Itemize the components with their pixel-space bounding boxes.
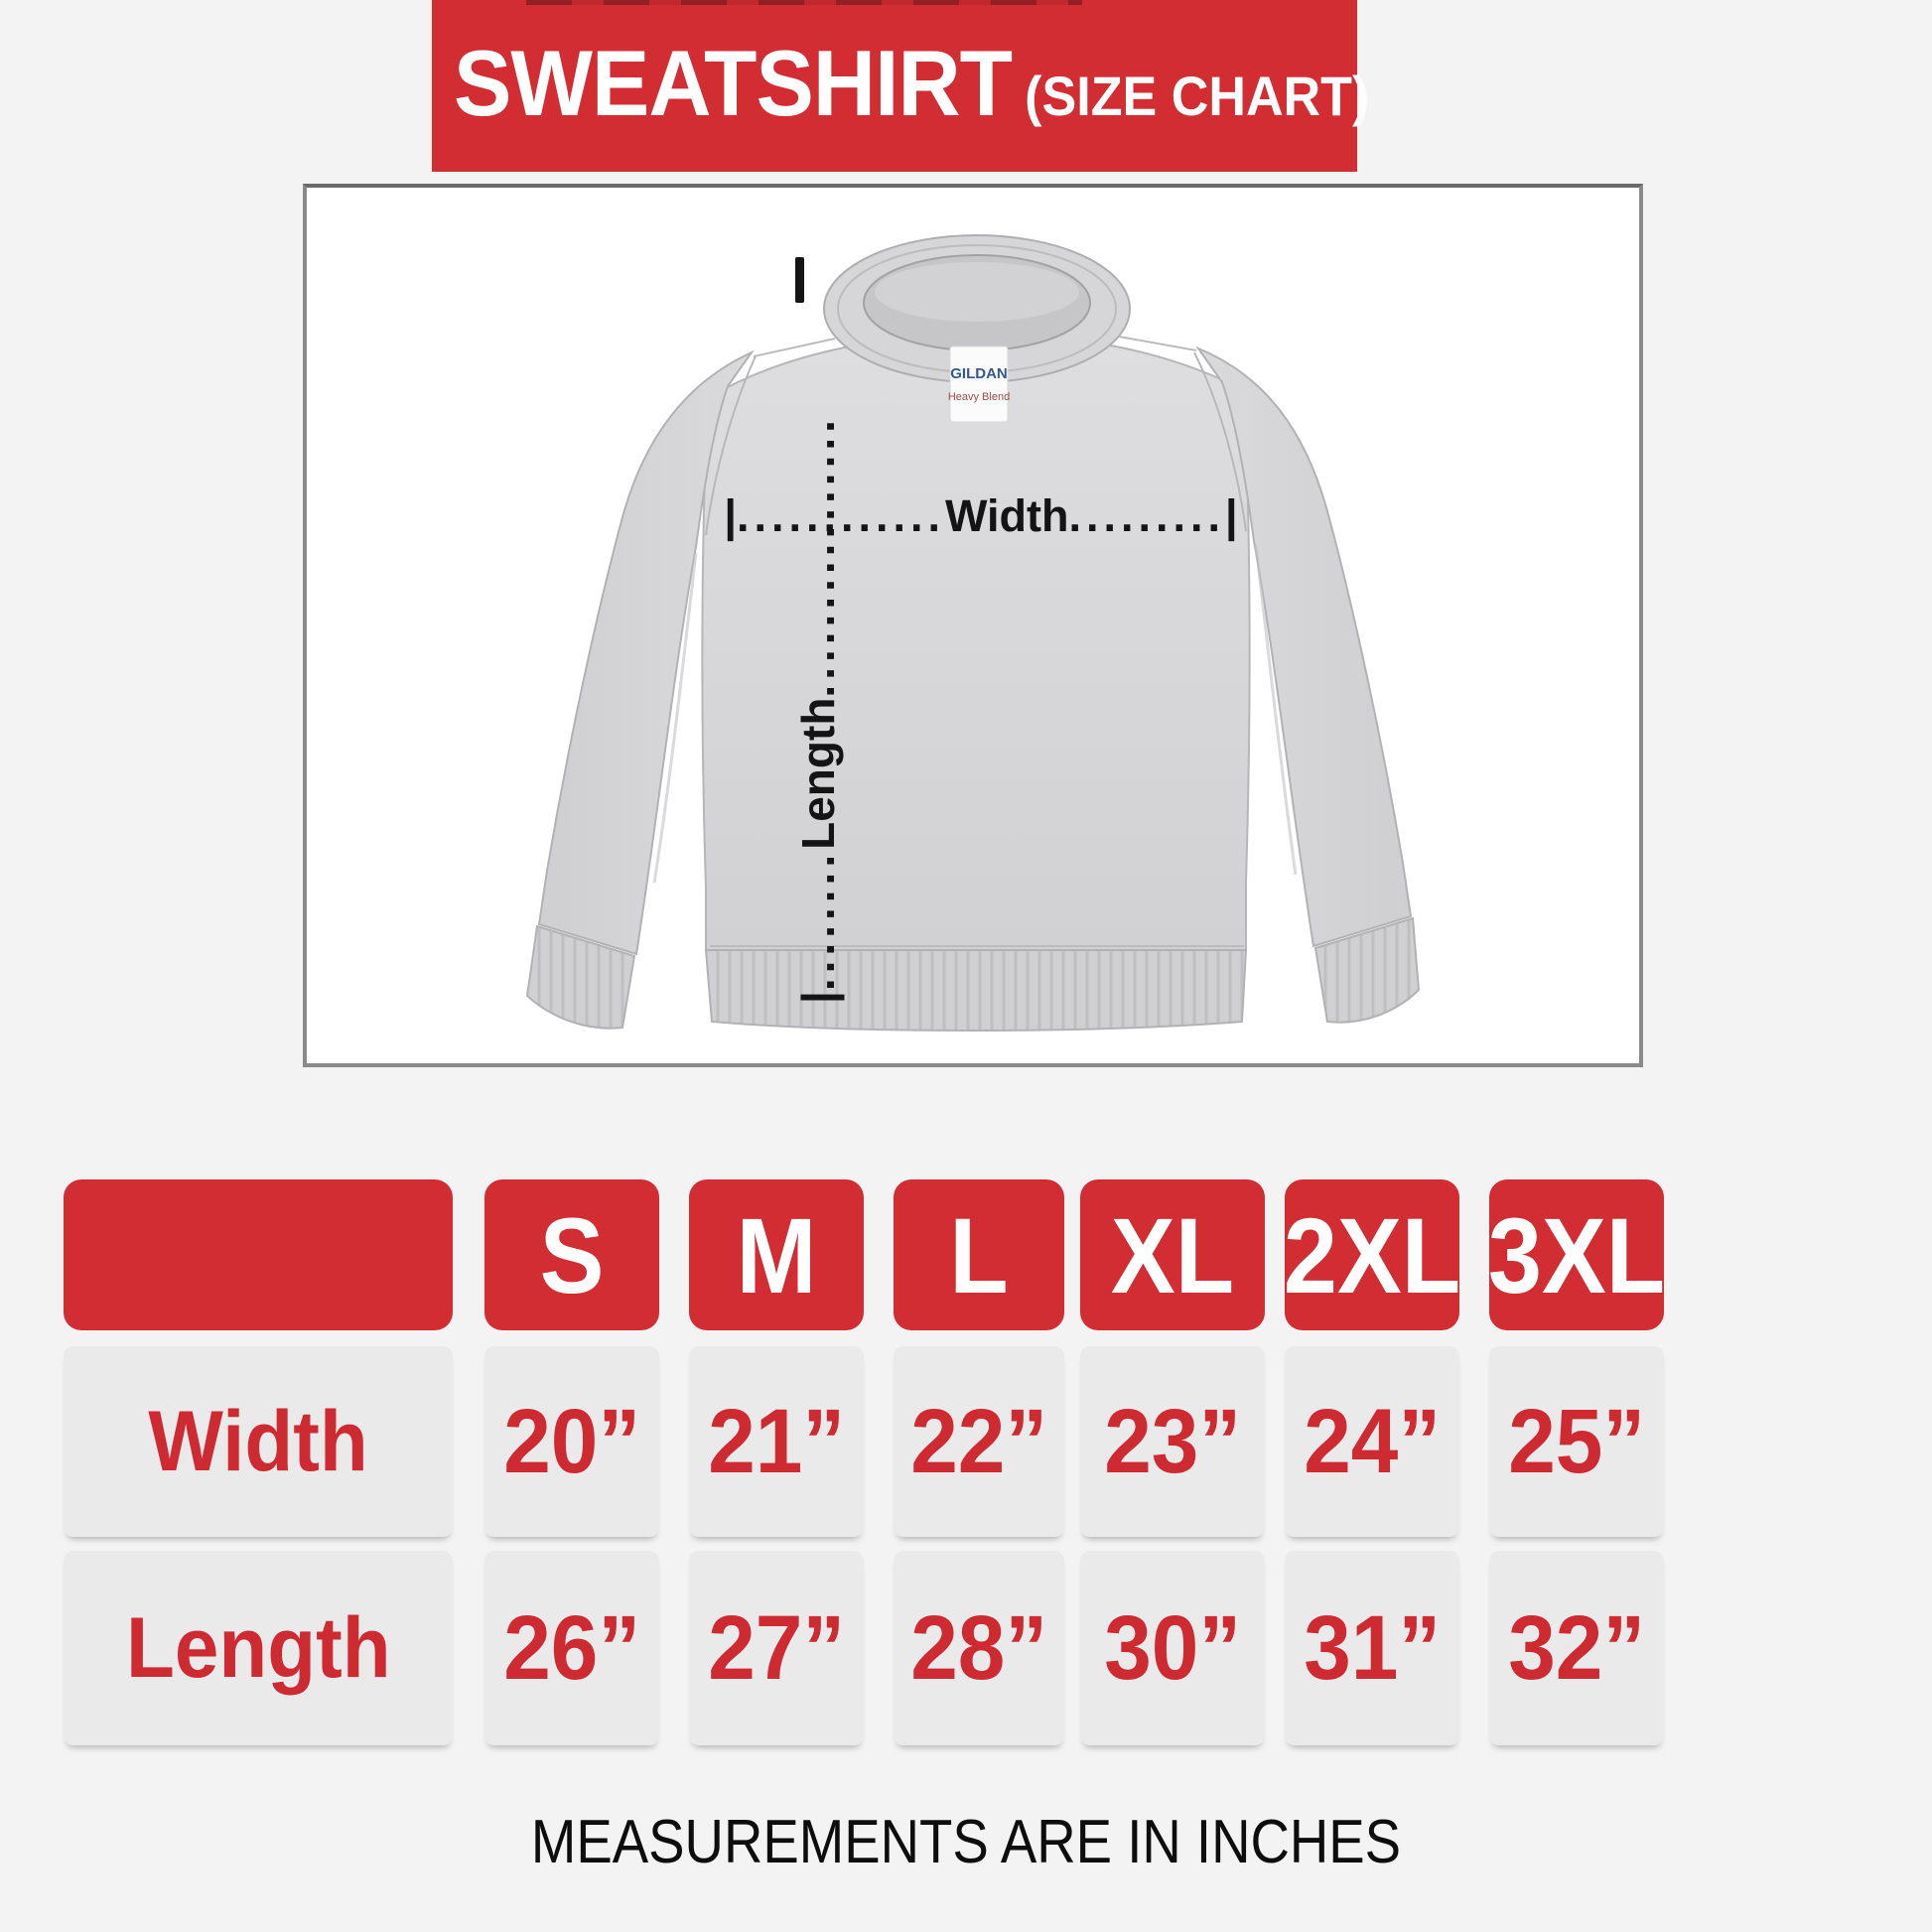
- sweatshirt-right-sleeve: [1195, 345, 1413, 948]
- collar-inside-back: [875, 262, 1079, 322]
- size-header-3xl: 3XL: [1488, 1179, 1665, 1330]
- size-header-2xl: 2XL: [1284, 1179, 1460, 1330]
- length-leading-dots: ........: [792, 849, 844, 992]
- left-armhole-seam: [705, 355, 757, 536]
- length-value-l: 28”: [894, 1551, 1064, 1745]
- size-header-xl: XL: [1080, 1179, 1265, 1330]
- length-measurement-annotation: |........Length................: [791, 247, 847, 1004]
- length-value-xl: 30”: [1080, 1551, 1265, 1745]
- page-subtitle: (SIZE CHART): [1025, 65, 1370, 127]
- length-value-2xl: 31”: [1285, 1551, 1459, 1745]
- width-value-s: 20”: [484, 1346, 659, 1537]
- length-value-m: 27”: [689, 1551, 864, 1745]
- width-value-xl: 23”: [1080, 1346, 1265, 1537]
- page-title: SWEATSHIRT: [454, 31, 1013, 135]
- length-value-s: 26”: [484, 1551, 659, 1745]
- length-bottom-bar: |: [792, 991, 844, 1004]
- size-header-l: L: [894, 1179, 1064, 1330]
- width-trailing-dots: .........: [1068, 490, 1226, 541]
- length-top-bar: [795, 257, 804, 303]
- product-image-frame: GILDAN Heavy Blend |............Width...…: [303, 184, 1643, 1067]
- top-crop-artifact: [526, 0, 1082, 5]
- length-label: Length: [792, 697, 844, 850]
- sweatshirt-body: [701, 333, 1251, 951]
- length-trailing-dots: ................: [792, 415, 844, 698]
- size-header-s: S: [484, 1179, 659, 1330]
- sweatshirt-illustration: GILDAN Heavy Blend: [525, 234, 1421, 1032]
- brand-label: GILDAN Heavy Blend: [948, 345, 1010, 423]
- title-banner: SWEATSHIRT (SIZE CHART): [432, 0, 1369, 172]
- measurements-note: MEASUREMENTS ARE IN INCHES: [530, 1808, 1402, 1876]
- width-value-2xl: 24”: [1285, 1346, 1459, 1537]
- width-start-bar: |: [724, 490, 737, 541]
- width-value-3xl: 25”: [1489, 1346, 1664, 1537]
- length-value-3xl: 32”: [1489, 1551, 1664, 1745]
- sweatshirt-left-sleeve: [537, 349, 755, 956]
- brand-name: GILDAN: [950, 365, 1008, 382]
- right-fold: [1254, 544, 1298, 876]
- width-value-l: 22”: [894, 1346, 1064, 1537]
- left-cuff: [525, 924, 636, 1030]
- waistband: [704, 949, 1248, 1032]
- right-cuff: [1313, 916, 1421, 1024]
- corner-header-block: [64, 1179, 453, 1330]
- width-measurement-annotation: |............Width.........|: [724, 490, 1237, 542]
- left-fold: [652, 552, 698, 884]
- width-value-m: 21”: [689, 1346, 864, 1537]
- width-leading-dots: ............: [736, 490, 945, 541]
- size-table: Width Length S 20” 26” M 21” 27” L 22” 2…: [0, 1179, 1932, 1775]
- banner-text: SWEATSHIRT (SIZE CHART): [454, 30, 1369, 137]
- right-shoulder-seam: [1118, 336, 1197, 351]
- width-label: Width: [944, 490, 1069, 541]
- right-armhole-seam: [1193, 351, 1247, 532]
- row-label-width: Width: [64, 1346, 453, 1537]
- width-end-bar: |: [1225, 490, 1238, 541]
- row-label-length: Length: [64, 1551, 453, 1745]
- left-shoulder-seam: [753, 338, 836, 357]
- size-header-m: M: [689, 1179, 864, 1330]
- brand-line2: Heavy Blend: [948, 391, 1010, 403]
